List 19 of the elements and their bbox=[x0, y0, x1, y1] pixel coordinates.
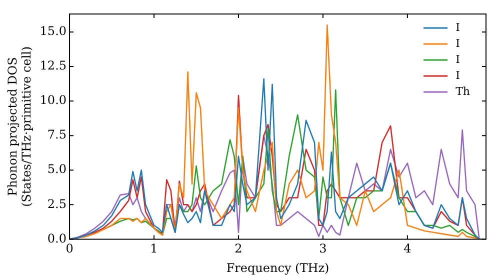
y-tick-label: 10.0 bbox=[40, 93, 67, 108]
y-tick-label: 5.0 bbox=[47, 162, 67, 176]
legend-label: Th bbox=[456, 84, 470, 98]
y-tick-label: 2.5 bbox=[47, 196, 67, 211]
x-tick-label: 1 bbox=[150, 242, 158, 256]
legend-label: I bbox=[456, 68, 460, 82]
legend-label: I bbox=[456, 52, 460, 66]
x-tick-label: 4 bbox=[404, 242, 412, 256]
legend-label: I bbox=[456, 20, 460, 34]
y-axis-title: Phonon projected DOS (States/THz·primitive cell) bbox=[5, 46, 34, 207]
legend-label: I bbox=[456, 36, 460, 50]
y-tick-label: 12.5 bbox=[40, 58, 67, 73]
y-tick-label: 0.0 bbox=[47, 231, 67, 246]
x-tick-label: 0 bbox=[66, 242, 74, 256]
x-tick-label: 2 bbox=[234, 242, 242, 256]
y-tick-label: 15.0 bbox=[40, 24, 67, 38]
x-tick-label: 3 bbox=[319, 242, 327, 256]
y-tick-label: 7.5 bbox=[47, 128, 67, 142]
x-axis-title: Frequency (THz) bbox=[226, 260, 330, 275]
